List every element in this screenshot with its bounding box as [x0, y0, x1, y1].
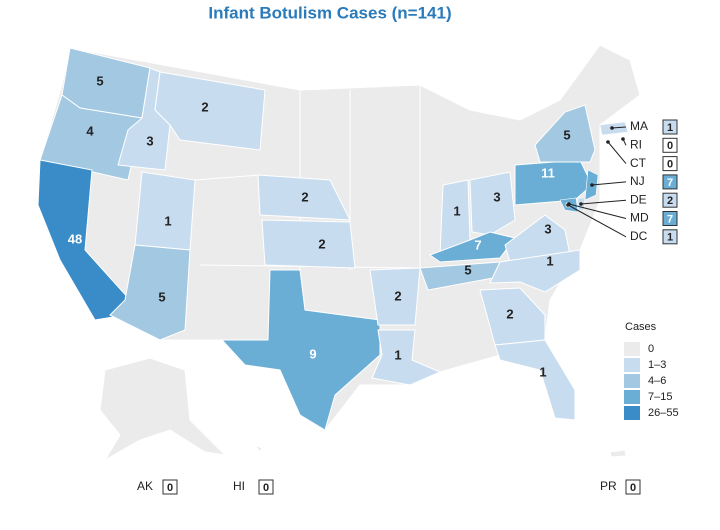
callout-value: 0	[667, 159, 673, 171]
state-value: 3	[493, 189, 500, 204]
callout-value: 2	[667, 195, 673, 207]
callout-value: 0	[667, 140, 673, 152]
state-value: 48	[68, 231, 82, 246]
states	[37, 47, 629, 431]
territory-label: AK	[137, 479, 153, 493]
state-value: 1	[546, 253, 553, 268]
legend-label: 4–6	[648, 375, 666, 387]
legend-label: 7–15	[648, 391, 672, 403]
territory-value: 0	[167, 482, 173, 494]
legend-swatch	[624, 406, 640, 420]
territory-box	[258, 479, 274, 495]
state	[494, 339, 576, 421]
state-value: 3	[146, 133, 153, 148]
legend-swatch	[624, 390, 640, 404]
state-value: 2	[301, 189, 308, 204]
callout-label: MD	[630, 211, 649, 225]
legend-label: 0	[648, 343, 654, 355]
territory-label: PR	[600, 479, 617, 493]
callout-value: 7	[667, 177, 673, 189]
state	[134, 171, 196, 251]
callout-value: 7	[667, 213, 673, 225]
leader-dot	[610, 126, 614, 130]
legend-swatch	[624, 374, 640, 388]
state-value: 5	[96, 73, 103, 88]
callout-box	[662, 156, 678, 172]
state-value: 9	[309, 346, 316, 361]
callout-label: DE	[630, 192, 647, 206]
state-value: 7	[474, 237, 481, 252]
callout-box	[662, 192, 678, 208]
callout-box	[662, 137, 678, 153]
legend-label: 1–3	[648, 359, 666, 371]
callout-box	[662, 229, 678, 245]
legend-label: 26–55	[648, 407, 679, 419]
leader-dot	[590, 183, 594, 187]
state	[257, 174, 351, 221]
state-value: 1	[453, 203, 460, 218]
state	[469, 171, 516, 236]
map-title: Infant Botulism Cases (n=141)	[208, 3, 451, 22]
territory-value: 0	[263, 482, 269, 494]
state	[489, 249, 581, 293]
territory-label: HI	[233, 479, 245, 493]
land	[253, 443, 263, 453]
land	[609, 449, 627, 458]
callout-label: DC	[630, 229, 648, 243]
state	[220, 269, 381, 431]
leader-line	[591, 181, 627, 186]
callout-label: CT	[630, 156, 647, 170]
state-value: 2	[318, 236, 325, 251]
state-value: 1	[164, 213, 171, 228]
state	[109, 244, 191, 341]
leader-dot	[566, 203, 570, 207]
callout-value: 1	[667, 122, 673, 134]
state	[599, 121, 629, 136]
legend-swatch	[624, 358, 640, 372]
callout-box	[662, 119, 678, 135]
state-value: 11	[541, 165, 555, 180]
callout-label: RI	[630, 137, 642, 151]
leader-dot	[579, 202, 583, 206]
leader-dot	[621, 137, 625, 141]
state	[479, 287, 546, 346]
state-value: 2	[201, 99, 208, 114]
territory-value: 0	[630, 482, 636, 494]
border	[194, 174, 261, 181]
leader-line	[607, 141, 627, 164]
callout-value: 1	[667, 232, 673, 244]
callout-label: NJ	[630, 174, 645, 188]
callout-box	[662, 174, 678, 190]
state-value: 5	[464, 262, 471, 277]
state	[371, 329, 442, 386]
leader-line	[568, 203, 627, 219]
state-value: 1	[394, 347, 401, 362]
state-value: 4	[86, 123, 94, 138]
leader-dot	[606, 140, 610, 144]
state-value: 5	[563, 127, 570, 142]
state-value: 5	[158, 289, 165, 304]
callout-box	[662, 211, 678, 226]
legend-title: Cases	[625, 321, 657, 333]
land	[99, 357, 227, 462]
state	[261, 219, 356, 269]
state-value: 1	[539, 364, 546, 379]
legend-swatch	[624, 342, 640, 356]
state-value: 2	[506, 306, 513, 321]
leader-line	[567, 204, 627, 238]
territory-box	[162, 479, 178, 495]
state-value: 2	[394, 288, 401, 303]
state	[154, 71, 266, 151]
leader-line	[580, 199, 627, 205]
state-value: 3	[544, 221, 551, 236]
state	[534, 104, 596, 163]
territory-box	[625, 479, 641, 495]
leader-line	[611, 126, 627, 129]
state	[504, 214, 571, 263]
state	[369, 267, 421, 326]
callout-label: MA	[630, 119, 648, 133]
